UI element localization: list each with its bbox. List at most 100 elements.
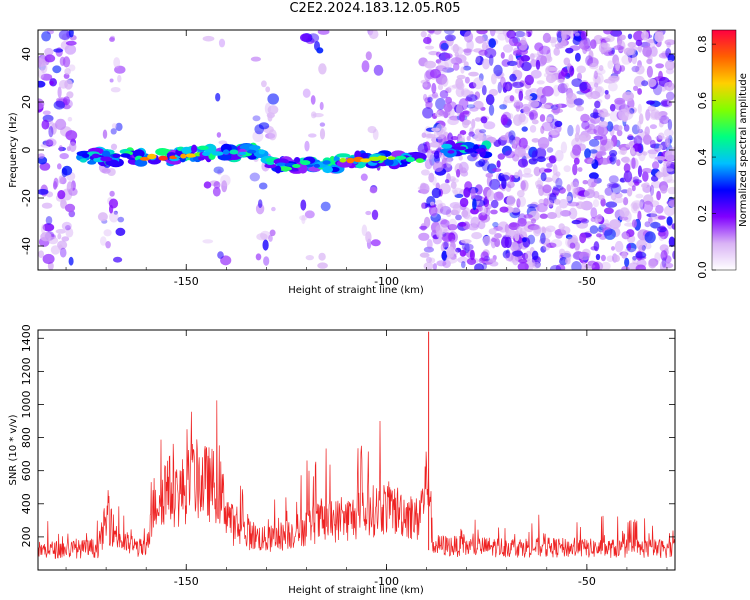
- band-blob: [360, 152, 369, 159]
- snr-y-tick-label: 200: [20, 526, 33, 547]
- noise-blob: [447, 117, 459, 126]
- noise-blob: [531, 138, 540, 143]
- noise-blob: [453, 62, 460, 71]
- noise-blob: [481, 159, 490, 172]
- noise-blob: [421, 169, 430, 176]
- noise-blob: [61, 167, 68, 178]
- noise-blob: [113, 210, 118, 215]
- noise-blob: [300, 33, 312, 42]
- snr-x-tick-label: -50: [578, 575, 596, 588]
- noise-blob: [476, 30, 488, 35]
- band-core: [112, 153, 121, 159]
- noise-blob: [461, 243, 474, 251]
- noise-blob: [618, 125, 623, 131]
- noise-blob: [520, 179, 529, 192]
- noise-blob: [567, 201, 580, 207]
- noise-blob: [575, 201, 586, 209]
- noise-blob: [525, 250, 532, 262]
- noise-blob: [479, 129, 487, 134]
- noise-blob: [648, 217, 653, 222]
- noise-blob: [509, 174, 515, 182]
- noise-blob: [657, 215, 666, 220]
- noise-blob: [611, 182, 622, 195]
- noise-blob: [629, 108, 635, 114]
- noise-blob: [41, 202, 53, 209]
- noise-blob: [114, 65, 126, 74]
- noise-blob: [41, 119, 50, 130]
- noise-blob: [601, 113, 606, 118]
- noise-blob: [650, 221, 661, 229]
- noise-blob: [529, 225, 541, 231]
- noise-blob: [59, 79, 68, 89]
- band-core: [313, 163, 320, 168]
- noise-blob: [45, 216, 53, 225]
- noise-blob: [607, 60, 614, 70]
- band-core: [292, 164, 301, 168]
- noise-blob: [542, 184, 552, 194]
- noise-blob: [299, 215, 308, 221]
- noise-blob: [105, 241, 111, 249]
- noise-blob: [57, 190, 66, 200]
- noise-blob: [656, 226, 667, 233]
- noise-blob: [490, 209, 498, 215]
- spectrogram-x-tick-label: -100: [374, 275, 399, 288]
- noise-blob: [608, 183, 620, 188]
- noise-blob: [573, 98, 584, 106]
- noise-blob: [512, 50, 522, 57]
- noise-blob: [424, 45, 435, 50]
- noise-blob: [458, 222, 467, 227]
- noise-blob: [516, 57, 522, 69]
- noise-blob: [551, 108, 563, 114]
- noise-blob: [649, 184, 655, 196]
- noise-blob: [594, 75, 601, 85]
- noise-blob: [513, 114, 523, 126]
- noise-blob: [623, 170, 633, 183]
- noise-blob: [605, 35, 615, 43]
- noise-blob: [437, 84, 444, 91]
- noise-blob: [466, 135, 471, 141]
- noise-blob: [445, 96, 452, 105]
- noise-blob: [502, 250, 510, 259]
- noise-blob: [622, 232, 630, 240]
- noise-blob: [616, 129, 623, 137]
- band-blob: [294, 157, 301, 163]
- noise-blob: [664, 255, 672, 264]
- noise-blob: [637, 128, 644, 133]
- noise-blob: [621, 265, 630, 270]
- figure-title: C2E2.2024.183.12.05.R05: [289, 1, 461, 16]
- band-core: [322, 160, 331, 165]
- snr-x-tick-label: -150: [174, 575, 199, 588]
- band-core: [81, 153, 90, 159]
- noise-blob: [646, 65, 654, 78]
- noise-blob: [471, 222, 477, 229]
- noise-blob: [461, 90, 474, 96]
- noise-blob: [441, 232, 454, 242]
- noise-blob: [301, 214, 306, 225]
- noise-blob: [514, 230, 520, 242]
- noise-blob: [642, 134, 652, 145]
- band-blob: [441, 143, 453, 149]
- noise-blob: [310, 111, 317, 119]
- noise-blob: [221, 180, 228, 193]
- noise-blob: [432, 176, 437, 186]
- band-blob: [322, 165, 334, 174]
- noise-blob: [528, 99, 540, 108]
- noise-blob: [457, 256, 469, 264]
- noise-blob: [503, 81, 513, 92]
- noise-blob: [574, 241, 580, 251]
- noise-blob: [598, 65, 604, 72]
- noise-blob: [255, 253, 262, 261]
- noise-blob: [655, 135, 667, 140]
- noise-blob: [557, 103, 562, 110]
- noise-blob: [579, 232, 587, 244]
- noise-blob: [482, 58, 490, 70]
- noise-blob: [609, 73, 620, 83]
- noise-blob: [635, 264, 646, 270]
- noise-blob: [427, 96, 433, 103]
- noise-blob: [631, 65, 640, 73]
- noise-blob: [426, 239, 433, 250]
- noise-blob: [575, 106, 585, 112]
- noise-blob: [100, 236, 107, 246]
- noise-blob: [424, 60, 436, 69]
- noise-blob: [61, 236, 70, 242]
